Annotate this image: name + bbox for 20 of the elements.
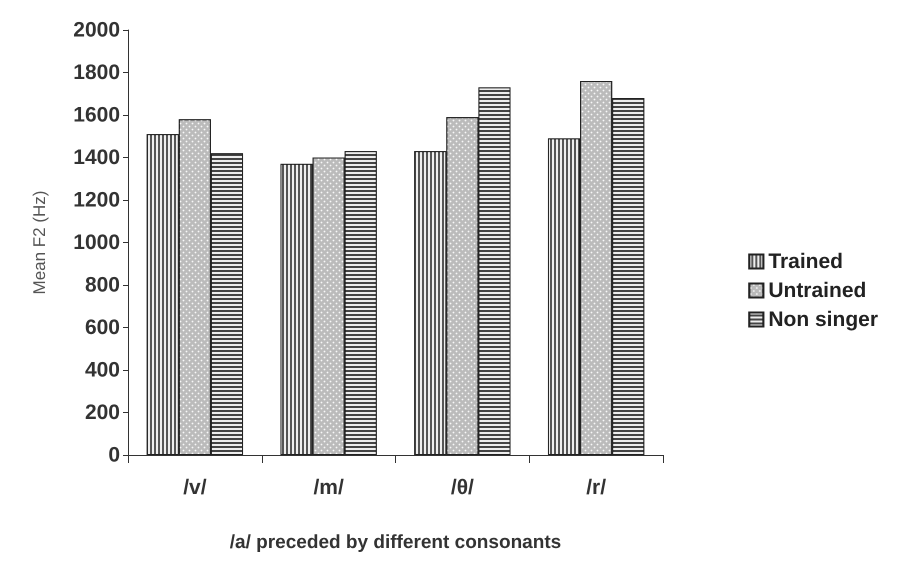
y-tick-label: 200	[84, 401, 120, 424]
x-tick-label: /θ/	[450, 476, 474, 499]
y-tick-label: 1000	[73, 231, 120, 254]
y-tick-label: 1800	[73, 61, 120, 84]
legend-label: Trained	[768, 250, 844, 273]
legend-label: Untrained	[768, 279, 866, 302]
y-tick-label: 600	[84, 316, 120, 339]
y-tick-label: 1200	[73, 188, 120, 212]
y-tick-label: 1600	[73, 104, 120, 126]
x-tick-label: /m/	[313, 476, 344, 499]
x-tick-label: /r/	[586, 476, 606, 499]
y-tick-label: 1400	[73, 146, 120, 169]
y-tick-label: 0	[108, 444, 120, 466]
x-axis-title: /a/ preceded by different consonants	[230, 532, 562, 553]
y-axis-title: Mean F2 (Hz)	[30, 190, 49, 294]
y-tick-label: 2000	[73, 18, 120, 42]
x-tick-label: /v/	[183, 476, 207, 499]
y-tick-label: 400	[84, 358, 120, 382]
legend-label: Non singer	[768, 308, 878, 331]
y-tick-label: 800	[84, 274, 120, 296]
